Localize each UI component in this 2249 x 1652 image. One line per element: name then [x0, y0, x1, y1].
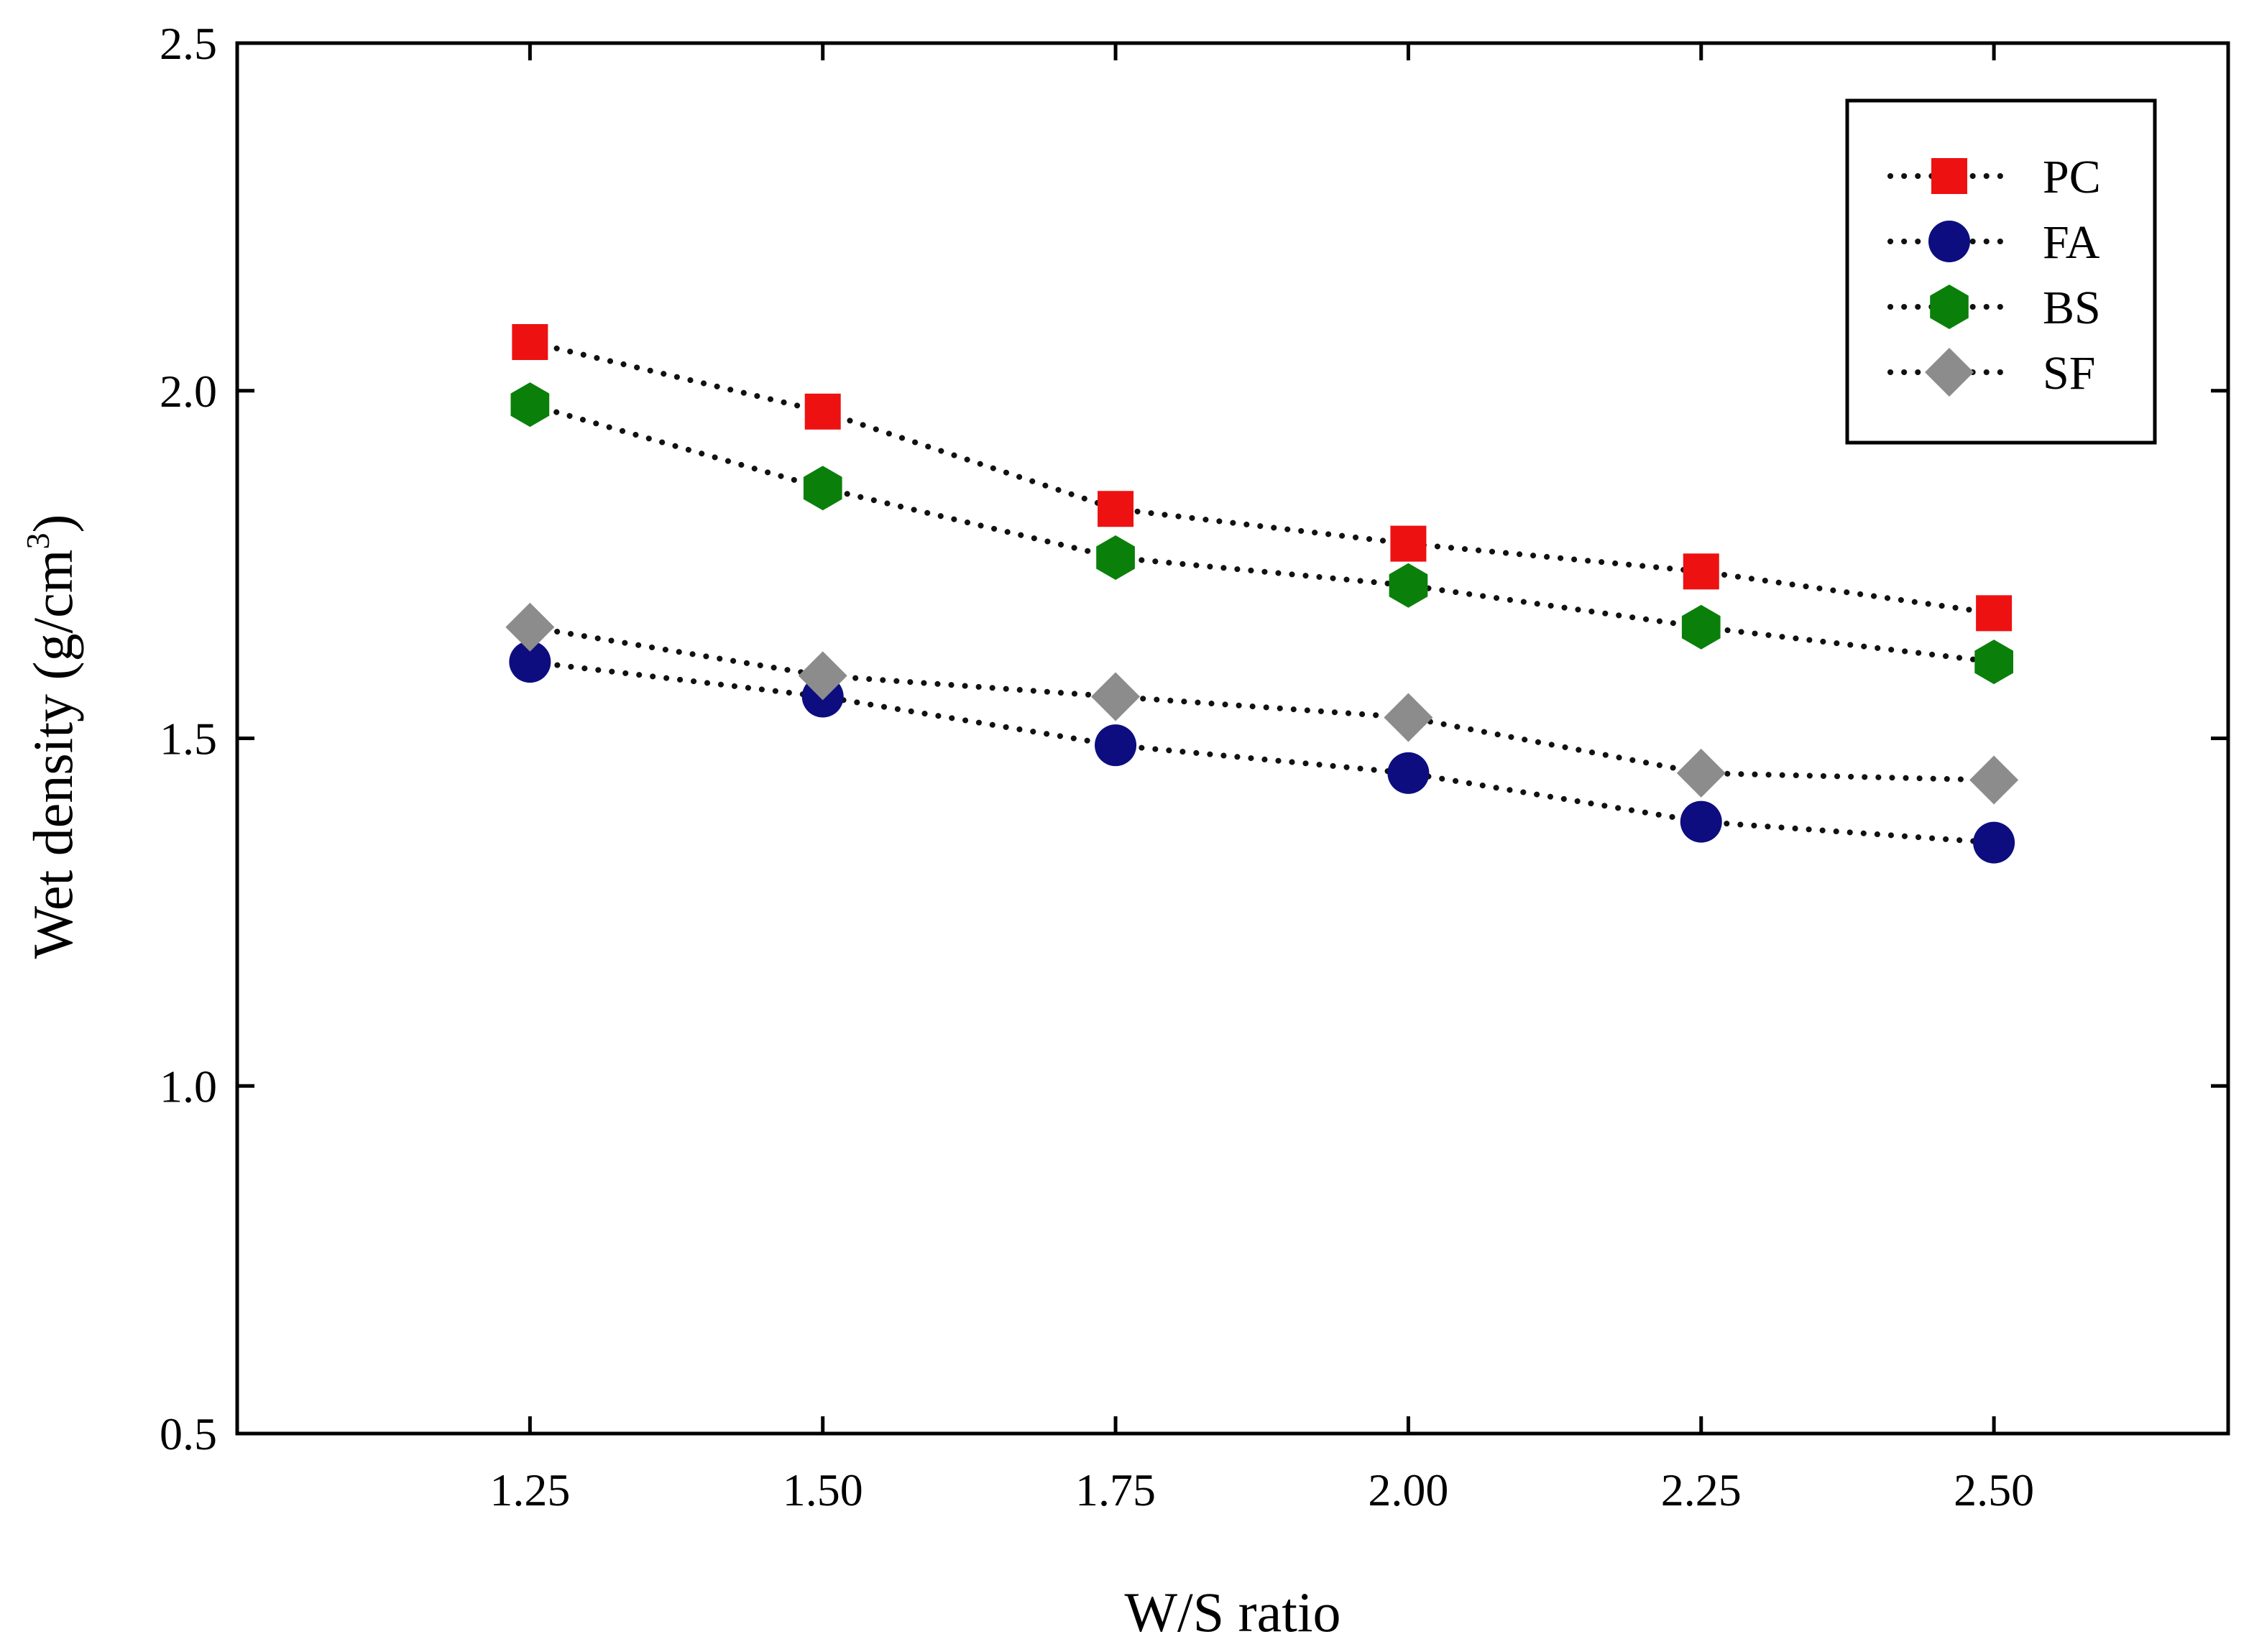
legend-entry-fa: FA — [1887, 216, 2100, 269]
y-axis-title-close: ) — [22, 514, 84, 533]
data-point-sf — [505, 602, 555, 652]
y-axis-title-superscript: 3 — [19, 533, 56, 550]
series-pc — [512, 324, 2013, 632]
legend-entry-bs: BS — [1887, 282, 2101, 334]
series-layer — [505, 324, 2019, 864]
legend: PC FA BS SF — [1845, 98, 2157, 445]
series-line-sf — [527, 624, 1997, 783]
x-tick-label: 1.50 — [783, 1464, 863, 1515]
data-point-fa — [1387, 752, 1430, 794]
x-tick-label: 1.75 — [1075, 1464, 1156, 1515]
x-tick-label: 2.00 — [1368, 1464, 1448, 1515]
x-tick-label: 1.25 — [489, 1464, 570, 1515]
data-point-sf — [798, 651, 847, 701]
x-tick-label: 2.25 — [1661, 1464, 1742, 1515]
axis-ticks — [237, 41, 2228, 1436]
data-point-pc — [512, 324, 548, 361]
series-line-fa — [527, 659, 1997, 846]
data-point-pc — [1683, 553, 1719, 590]
data-point-pc — [1390, 525, 1427, 562]
data-point-bs — [1389, 563, 1428, 608]
y-tick-label: 1.0 — [160, 1061, 217, 1112]
legend-entry-pc: PC — [1887, 151, 2101, 203]
data-point-pc — [1976, 595, 2013, 632]
series-bs — [510, 382, 2013, 685]
legend-entry-sf: SF — [1887, 347, 2095, 400]
legend-label: BS — [2043, 282, 2101, 334]
data-point-fa — [509, 641, 551, 683]
data-point-bs — [1096, 535, 1135, 580]
legend-marker — [1925, 348, 1974, 397]
legend-marker — [1930, 285, 1969, 329]
y-tick-label: 0.5 — [160, 1408, 217, 1459]
data-point-bs — [510, 382, 550, 428]
data-point-fa — [1095, 724, 1137, 767]
series-line-pc — [527, 339, 1997, 617]
data-point-fa — [1973, 821, 2015, 864]
data-point-fa — [1680, 800, 1722, 843]
series-sf — [505, 602, 2019, 805]
y-tick-label: 1.5 — [160, 714, 217, 765]
y-axis-title-main: Wet density (g/cm — [22, 550, 84, 959]
data-point-pc — [804, 393, 841, 430]
data-point-pc — [1098, 491, 1134, 527]
data-point-bs — [1681, 604, 1721, 650]
data-point-sf — [1676, 748, 1726, 798]
legend-marker — [1931, 158, 1967, 194]
x-axis-title: W/S ratio — [1124, 1581, 1340, 1643]
data-point-bs — [803, 466, 842, 511]
legend-label: PC — [2043, 151, 2101, 203]
tick-labels: 1.25 1.50 1.75 2.00 2.25 2.50 0.5 1.0 1.5 2.0 2.5 — [160, 18, 2034, 1515]
legend-label: SF — [2043, 347, 2095, 400]
legend-label: FA — [2043, 216, 2100, 269]
data-point-sf — [1969, 755, 2019, 805]
data-point-sf — [1384, 693, 1433, 742]
y-axis-title: Wet density (g/cm3) — [19, 514, 84, 959]
data-point-bs — [1974, 640, 2013, 685]
x-tick-label: 2.50 — [1954, 1464, 2034, 1515]
legend-marker — [1928, 221, 1970, 262]
legend-box — [1845, 98, 2157, 445]
series-line-bs — [527, 402, 1997, 665]
data-point-sf — [1091, 672, 1141, 721]
y-tick-label: 2.5 — [160, 18, 217, 69]
y-tick-label: 2.0 — [160, 366, 217, 417]
